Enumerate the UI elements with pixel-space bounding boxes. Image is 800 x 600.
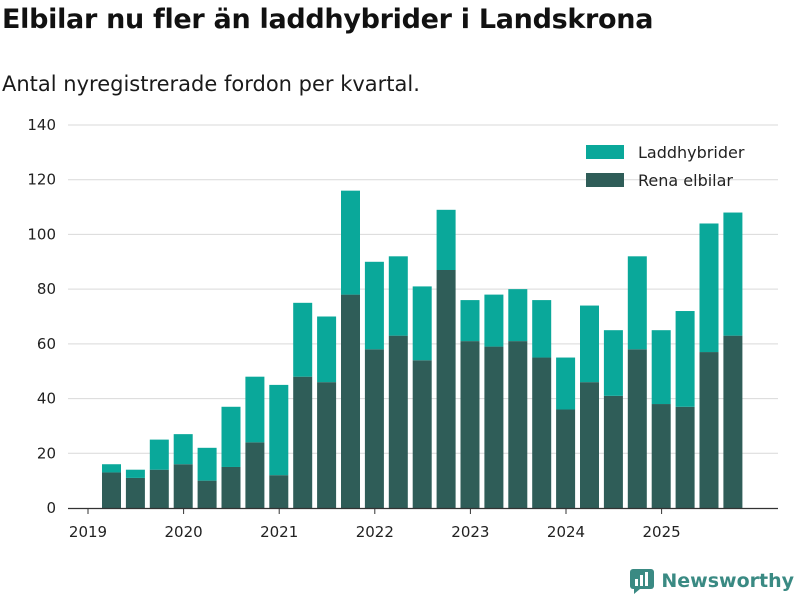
bar-rena-elbilar <box>580 382 599 508</box>
y-tick-label: 140 <box>27 116 56 134</box>
bar-laddhybrider <box>580 305 599 383</box>
y-tick-label: 20 <box>37 444 56 462</box>
bar-laddhybrider <box>675 311 695 407</box>
bar-laddhybrider <box>269 384 289 476</box>
legend-label: Laddhybrider <box>638 143 745 162</box>
bar-rena-elbilar <box>197 480 217 508</box>
bar-rena-elbilar <box>436 269 456 508</box>
bar-rena-elbilar <box>221 466 241 508</box>
bar-rena-elbilar <box>364 349 384 508</box>
bar-laddhybrider <box>317 316 337 383</box>
bar-laddhybrider <box>603 330 623 396</box>
bar-laddhybrider <box>173 434 193 465</box>
bar-rena-elbilar <box>102 472 121 508</box>
bar-rena-elbilar <box>484 346 504 508</box>
bar-rena-elbilar <box>173 464 193 508</box>
bar-laddhybrider <box>651 330 671 405</box>
x-axis: 2019 2020 2021 2022 2023 2024 2025 <box>68 507 778 541</box>
bar-laddhybrider <box>723 212 743 336</box>
bar-rena-elbilar <box>675 406 695 508</box>
chart-subtitle: Antal nyregistrerade fordon per kvartal. <box>2 72 420 96</box>
y-tick-label: 100 <box>27 225 56 243</box>
legend-swatch <box>586 145 624 159</box>
legend-label: Rena elbilar <box>638 171 733 190</box>
y-tick-label: 60 <box>37 335 56 353</box>
x-tick-label: 2022 <box>356 523 394 541</box>
x-tick-label: 2021 <box>260 523 298 541</box>
bar-laddhybrider <box>388 256 408 336</box>
y-tick-label: 120 <box>27 171 56 189</box>
x-tick-label: 2020 <box>165 523 203 541</box>
bar-laddhybrider <box>627 256 647 350</box>
bar-laddhybrider <box>436 209 456 270</box>
chart-title: Elbilar nu fler än laddhybrider i Landsk… <box>2 4 654 35</box>
x-tick-label: 2023 <box>451 523 489 541</box>
bar-rena-elbilar <box>149 469 169 508</box>
bar-rena-elbilar <box>269 475 289 508</box>
bar-rena-elbilar <box>341 294 360 508</box>
x-tick-label: 2024 <box>547 523 585 541</box>
bar-laddhybrider <box>364 261 384 350</box>
bar-laddhybrider <box>245 376 265 443</box>
bar-rena-elbilar <box>125 477 145 508</box>
bar-rena-elbilar <box>603 395 623 508</box>
x-tick-label: 2019 <box>69 523 107 541</box>
bar-laddhybrider <box>699 223 719 353</box>
newsworthy-logo-icon <box>630 569 655 594</box>
bar-laddhybrider <box>484 294 504 347</box>
y-tick-label: 40 <box>37 390 56 408</box>
bar-laddhybrider <box>125 469 145 478</box>
bar-rena-elbilar <box>651 404 671 508</box>
bar-rena-elbilar <box>412 360 432 508</box>
bars <box>102 190 743 508</box>
y-axis-ticks: 0 20 40 60 80 100 120 140 <box>27 116 56 517</box>
bar-rena-elbilar <box>293 376 313 508</box>
bar-rena-elbilar <box>460 341 480 508</box>
bar-laddhybrider <box>460 300 480 342</box>
legend-swatch <box>586 173 624 187</box>
bar-laddhybrider <box>102 464 121 473</box>
brand-name: Newsworthy <box>661 570 794 592</box>
bar-laddhybrider <box>293 302 313 377</box>
y-tick-label: 0 <box>46 499 56 517</box>
x-tick-label: 2025 <box>643 523 681 541</box>
bar-laddhybrider <box>221 406 241 467</box>
bar-rena-elbilar <box>388 335 408 508</box>
bar-rena-elbilar <box>627 349 647 508</box>
bar-laddhybrider <box>341 190 360 295</box>
bar-rena-elbilar <box>317 382 337 508</box>
bar-laddhybrider <box>412 286 432 361</box>
bar-rena-elbilar <box>699 352 719 508</box>
bar-rena-elbilar <box>556 409 576 508</box>
legend: Laddhybrider Rena elbilar <box>586 143 745 190</box>
bar-rena-elbilar <box>723 335 743 508</box>
bar-rena-elbilar <box>508 341 528 508</box>
bar-laddhybrider <box>532 300 552 358</box>
bar-rena-elbilar <box>532 357 552 508</box>
y-tick-label: 80 <box>37 280 56 298</box>
bar-laddhybrider <box>197 447 217 481</box>
bar-laddhybrider <box>508 289 528 342</box>
bar-laddhybrider <box>556 357 576 410</box>
brand-logo: Newsworthy <box>629 568 794 594</box>
bar-laddhybrider <box>149 439 169 470</box>
bar-rena-elbilar <box>245 442 265 508</box>
